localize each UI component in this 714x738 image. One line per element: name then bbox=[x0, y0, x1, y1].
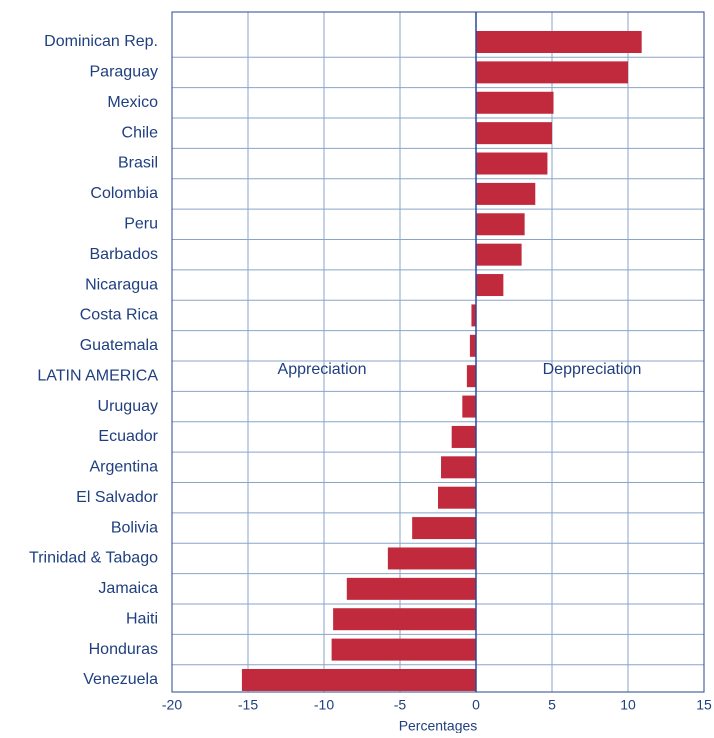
x-tick-label: 15 bbox=[696, 697, 712, 713]
x-tick-label: -20 bbox=[162, 697, 182, 713]
bar bbox=[469, 334, 476, 357]
y-tick-label: Nicaragua bbox=[85, 276, 158, 293]
y-tick-label: Peru bbox=[124, 215, 158, 232]
bar bbox=[476, 182, 536, 205]
y-tick-label: Costa Rica bbox=[80, 307, 158, 324]
x-tick-label: 5 bbox=[548, 697, 556, 713]
bar bbox=[438, 486, 476, 509]
bar bbox=[476, 213, 525, 236]
y-tick-label: Venezuela bbox=[83, 671, 158, 688]
x-axis-label: Percentages bbox=[399, 718, 478, 733]
bar bbox=[387, 547, 476, 570]
y-tick-label: Argentina bbox=[90, 459, 159, 476]
bar bbox=[476, 152, 548, 175]
y-tick-label: Honduras bbox=[89, 641, 158, 658]
bar bbox=[241, 668, 476, 691]
bar bbox=[333, 608, 476, 631]
bar bbox=[476, 61, 628, 84]
y-tick-label: Haiti bbox=[126, 610, 158, 627]
bar bbox=[451, 425, 476, 448]
bar bbox=[476, 122, 552, 145]
y-tick-label: Trinidad & Tabago bbox=[29, 550, 158, 567]
x-tick-label: -10 bbox=[314, 697, 334, 713]
y-tick-label: Uruguay bbox=[98, 398, 158, 415]
y-tick-label: Brasil bbox=[118, 155, 158, 172]
bar bbox=[476, 31, 642, 53]
y-tick-label: Jamaica bbox=[98, 580, 158, 597]
annotation: Appreciation bbox=[278, 361, 367, 378]
bar bbox=[331, 638, 476, 661]
y-tick-label: Barbados bbox=[90, 246, 159, 263]
annotation: Deppreciation bbox=[543, 361, 642, 378]
y-tick-label: Mexico bbox=[107, 94, 158, 111]
plot-frame bbox=[171, 11, 705, 693]
x-tick-label: 10 bbox=[620, 697, 636, 713]
bar bbox=[471, 304, 476, 327]
bar bbox=[462, 395, 476, 418]
bar bbox=[476, 243, 522, 266]
bar bbox=[476, 274, 504, 297]
y-tick-label: Ecuador bbox=[98, 428, 158, 445]
y-tick-label: Colombia bbox=[90, 185, 158, 202]
y-tick-label: Bolivia bbox=[111, 519, 158, 536]
bar bbox=[476, 91, 554, 114]
bar bbox=[346, 577, 476, 600]
y-tick-label: Guatemala bbox=[80, 337, 158, 354]
y-tick-label: LATIN AMERICA bbox=[37, 367, 158, 384]
x-tick-label: -15 bbox=[238, 697, 258, 713]
y-tick-label: Paraguay bbox=[90, 64, 159, 81]
y-tick-label: Chile bbox=[122, 124, 159, 141]
bar bbox=[466, 365, 476, 388]
y-tick-label: El Salvador bbox=[76, 489, 158, 506]
x-tick-label: -5 bbox=[394, 697, 407, 713]
bar bbox=[441, 456, 476, 479]
y-tick-label: Dominican Rep. bbox=[44, 33, 158, 50]
bar bbox=[412, 517, 476, 540]
x-tick-label: 0 bbox=[472, 697, 480, 713]
